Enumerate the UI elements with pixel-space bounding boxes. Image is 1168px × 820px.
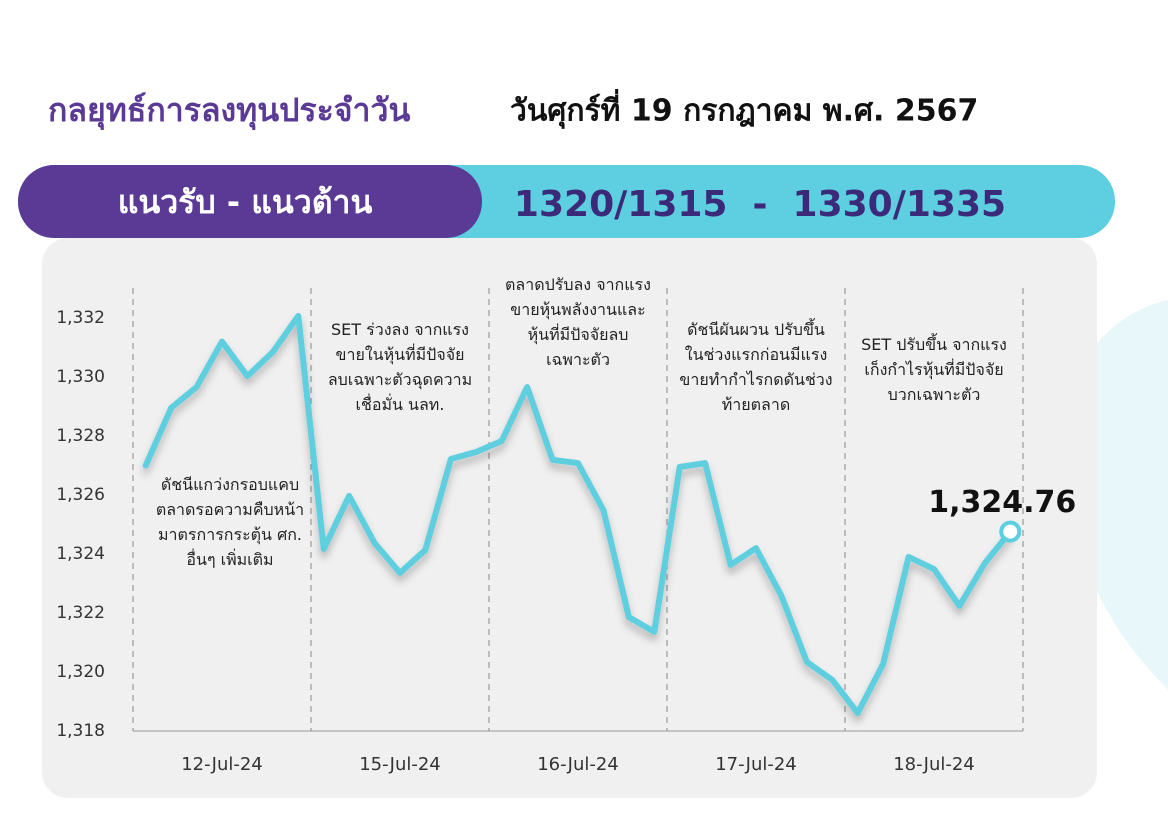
annotation-line: ขายหุ้นพลังงานและ: [510, 300, 645, 320]
annotation-line: อื่นๆ เพิ่มเติม: [186, 548, 273, 569]
annotation-line: ตลาดรอความคืบหน้า: [156, 500, 304, 519]
annotation-line: เก็งกำไรหุ้นที่มีปัจจัย: [864, 358, 1003, 380]
annotation-line: ขายทำกำไรกดดันช่วง: [679, 370, 832, 389]
annotation-line: ขายในหุ้นที่มีปัจจัย: [336, 343, 465, 365]
banner-levels: 1320/1315 - 1330/1335: [514, 184, 1006, 225]
annotation: SET ร่วงลง จากแรงขายในหุ้นที่มีปัจจัยลบเ…: [328, 320, 472, 414]
title: กลยุทธ์การลงทุนประจำวัน: [48, 91, 410, 131]
annotation-line: ท้ายตลาด: [722, 395, 790, 414]
last-value-label: 1,324.76: [928, 485, 1076, 520]
banner-label: แนวรับ - แนวต้าน: [118, 183, 373, 221]
annotation-line: SET ร่วงลง จากแรง: [331, 320, 469, 339]
annotation-line: เชื่อมั่น นลท.: [356, 393, 445, 414]
y-tick-label: 1,320: [56, 662, 105, 682]
annotation-line: ในช่วงแรกก่อนมีแรง: [685, 345, 828, 364]
last-point: [999, 520, 1022, 543]
y-tick-label: 1,326: [56, 485, 105, 505]
annotation-line: ดัชนีแกว่งกรอบแคบ: [161, 475, 299, 494]
y-tick-label: 1,324: [56, 544, 105, 564]
x-tick-label: 12-Jul-24: [181, 754, 263, 775]
x-tick-label: 17-Jul-24: [715, 754, 797, 775]
annotation-line: ตลาดปรับลง จากแรง: [505, 275, 651, 294]
annotation: ตลาดปรับลง จากแรงขายหุ้นพลังงานและหุ้นที…: [505, 275, 651, 369]
annotation: SET ปรับขึ้น จากแรงเก็งกำไรหุ้นที่มีปัจจ…: [861, 333, 1007, 404]
annotation: ดัชนีแกว่งกรอบแคบตลาดรอความคืบหน้ามาตรกา…: [156, 475, 304, 569]
annotation-line: ลบเฉพาะตัวฉุดความ: [328, 370, 472, 390]
annotation-line: เฉพาะตัว: [546, 350, 610, 369]
price-line: [142, 312, 1014, 717]
banner-label-box: [18, 165, 482, 238]
annotation-line: บวกเฉพาะตัว: [888, 385, 981, 404]
y-tick-label: 1,322: [56, 603, 105, 623]
x-tick-label: 16-Jul-24: [537, 754, 619, 775]
x-tick-label: 18-Jul-24: [893, 754, 975, 775]
annotation-line: ดัชนีผันผวน ปรับขึ้น: [687, 318, 825, 339]
y-tick-label: 1,330: [56, 367, 105, 387]
annotation-line: มาตรการกระตุ้น ศก.: [158, 525, 302, 545]
annotation-line: SET ปรับขึ้น จากแรง: [861, 333, 1007, 354]
y-tick-label: 1,328: [56, 426, 105, 446]
y-tick-label: 1,318: [56, 721, 105, 741]
x-tick-label: 15-Jul-24: [359, 754, 441, 775]
y-tick-label: 1,332: [56, 308, 105, 328]
annotation-line: หุ้นที่มีปัจจัยลบ: [528, 323, 629, 345]
annotation: ดัชนีผันผวน ปรับขึ้นในช่วงแรกก่อนมีแรงขา…: [679, 318, 832, 414]
date: วันศุกร์ที่ 19 กรกฎาคม พ.ศ. 2567: [510, 89, 978, 130]
